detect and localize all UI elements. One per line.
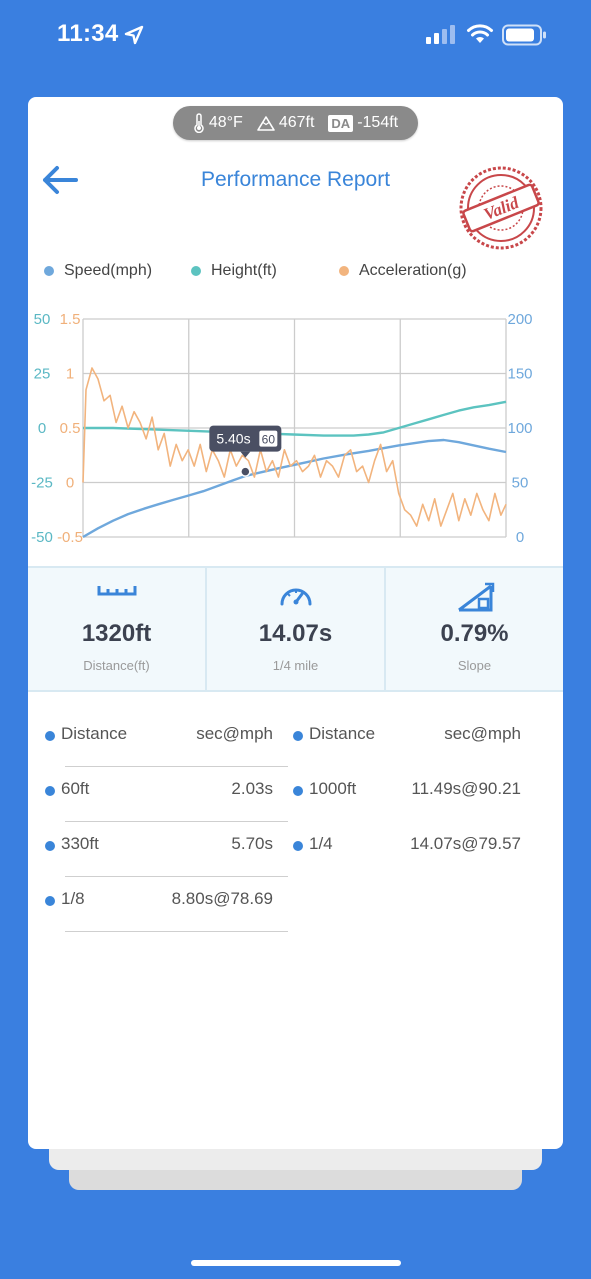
splits-header-left: Distance sec@mph (45, 720, 288, 775)
split-row: 60ft 2.03s (45, 775, 288, 830)
stats-panel: 1320ft Distance(ft) 14.07s 1/4 mile 0.79… (28, 566, 563, 692)
stat-quarter-mile: 14.07s 1/4 mile (207, 568, 386, 690)
legend-label-acceleration: Acceleration(g) (359, 262, 467, 279)
row-divider (65, 766, 288, 767)
speedometer-icon (280, 588, 311, 606)
valid-stamp-icon: Valid (459, 166, 543, 250)
tooltip-speed-badge (259, 430, 278, 447)
speed-tick-label: 200 (507, 311, 532, 328)
chart-legend: Speed(mph) Height(ft) Acceleration(g) (0, 262, 591, 282)
height-tick-label: 50 (34, 311, 51, 328)
legend-item-acceleration: Acceleration(g) (339, 262, 467, 280)
stat-distance: 1320ft Distance(ft) (28, 568, 207, 690)
height-tick-label: -25 (31, 475, 53, 492)
stat-quarter-mile-label: 1/4 mile (272, 658, 319, 673)
acceleration-tick-label: 1 (66, 366, 74, 383)
home-indicator (191, 1260, 401, 1266)
legend-item-speed: Speed(mph) (44, 262, 152, 280)
series-line-acceleration (82, 367, 507, 527)
split-name: 60ft (61, 779, 90, 798)
bullet-dot (293, 731, 303, 741)
page-title: Performance Report (200, 168, 391, 191)
stat-slope: 0.79% Slope (386, 568, 563, 690)
stat-slope-value: 0.79% (440, 620, 509, 647)
split-value: 14.07s@79.57 (410, 834, 521, 853)
split-row: 1/4 14.07s@79.57 (293, 830, 521, 885)
series-line-height (83, 400, 507, 437)
split-name: 1/8 (61, 889, 85, 908)
split-value: 11.49s@90.21 (411, 779, 521, 798)
row-divider (65, 931, 288, 932)
bullet-dot (293, 786, 303, 796)
split-name: 1/4 (309, 834, 333, 853)
stat-slope-label: Slope (457, 658, 492, 673)
acceleration-tick-label: 1.5 (60, 311, 81, 328)
location-arrow-icon (124, 25, 144, 45)
splits-header-name: Distance (61, 724, 128, 743)
acceleration-tick-label: -0.5 (57, 529, 83, 546)
bullet-dot (45, 786, 55, 796)
battery-icon (502, 24, 546, 46)
signal-strength-icon (426, 25, 455, 44)
back-arrow-icon[interactable] (40, 164, 80, 196)
split-row: 1/8 8.80s@78.69 (45, 885, 288, 940)
stat-distance-value: 1320ft (81, 620, 152, 647)
split-name: 330ft (61, 834, 99, 853)
wifi-icon (467, 24, 493, 43)
thermometer-icon (194, 113, 204, 133)
split-value: 8.80s@78.69 (171, 889, 273, 908)
altitude-item: 467ft (257, 114, 315, 132)
legend-item-height: Height(ft) (191, 262, 277, 280)
splits-header-value: sec@mph (196, 724, 273, 743)
density-altitude-badge: DA (328, 114, 354, 132)
slope-icon (457, 582, 494, 612)
legend-dot-speed (44, 266, 54, 276)
splits-header-name: Distance (309, 724, 376, 743)
height-tick-label: 25 (34, 366, 51, 383)
split-value: 2.03s (231, 779, 273, 798)
split-value: 5.70s (231, 834, 273, 853)
ruler-icon (97, 586, 136, 596)
acceleration-tick-label: 0.5 (60, 420, 81, 437)
stat-quarter-mile-value: 14.07s (258, 620, 333, 647)
legend-label-speed: Speed(mph) (64, 262, 153, 279)
splits-header-value: sec@mph (444, 724, 521, 743)
bullet-dot (45, 896, 55, 906)
tooltip-pointer (240, 451, 251, 458)
height-tick-label: -50 (31, 529, 53, 546)
tooltip-marker (240, 466, 251, 477)
bullet-dot (293, 841, 303, 851)
splits-header-right: Distance sec@mph (293, 720, 521, 775)
legend-dot-height (191, 266, 201, 276)
bullet-dot (45, 841, 55, 851)
altitude-value: 467ft (278, 114, 315, 131)
status-time: 11:34 (57, 20, 119, 47)
density-altitude-item: DA -154ft (328, 114, 398, 132)
split-name: 1000ft (309, 779, 357, 798)
status-bar: 11:34 (0, 0, 591, 72)
speed-tick-label: 50 (512, 475, 529, 492)
row-divider (65, 876, 288, 877)
temperature-value: 48°F (208, 114, 243, 131)
height-tick-label: 0 (38, 420, 46, 437)
split-row: 1000ft 11.49s@90.21 (293, 775, 521, 830)
split-row: 330ft 5.70s (45, 830, 288, 885)
speed-tick-label: 100 (507, 420, 532, 437)
stat-distance-label: Distance(ft) (83, 658, 150, 673)
weather-conditions-pill: 48°F 467ft DA -154ft (173, 106, 418, 140)
temperature-item: 48°F (193, 113, 243, 133)
speed-tick-label: 150 (507, 366, 532, 383)
tooltip-speed: 60 (262, 433, 276, 447)
bullet-dot (45, 731, 55, 741)
mountain-icon (257, 116, 275, 131)
legend-label-height: Height(ft) (211, 262, 277, 279)
speed-tick-label: 0 (516, 529, 524, 546)
tooltip-time: 5.40s (216, 431, 250, 447)
row-divider (65, 821, 288, 822)
density-altitude-value: -154ft (357, 114, 399, 131)
performance-chart[interactable]: 50 25 0 -25 -50 1.5 1 0.5 0 -0.5 200 150 100 50 0 5.40s… (0, 295, 591, 550)
legend-dot-acceleration (339, 266, 349, 276)
acceleration-tick-label: 0 (66, 475, 74, 492)
